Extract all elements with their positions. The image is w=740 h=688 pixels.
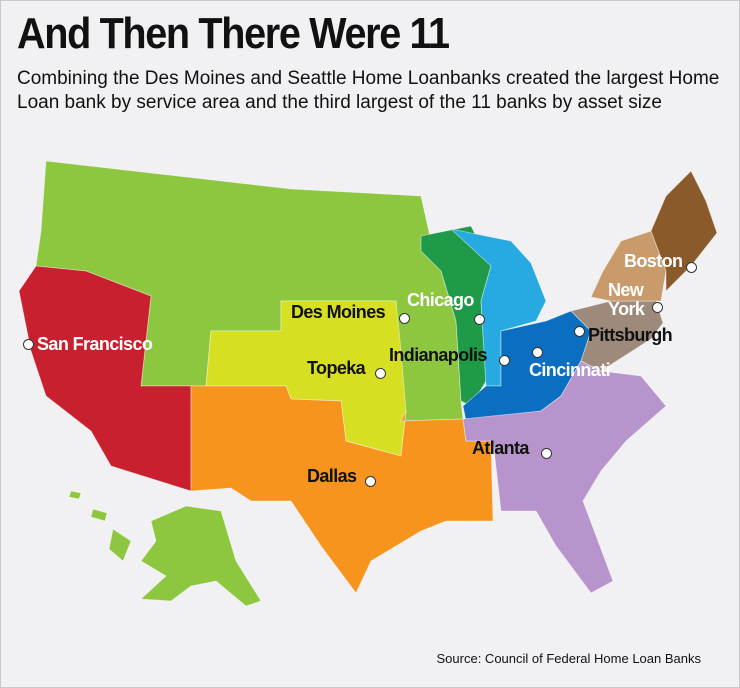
city-label: Cincinnati bbox=[529, 360, 611, 380]
city-label: Atlanta bbox=[472, 438, 529, 458]
city-dot bbox=[399, 313, 410, 324]
city-dot bbox=[686, 262, 697, 273]
city-dot bbox=[499, 355, 510, 366]
city-label: New York bbox=[608, 280, 645, 319]
region-boston bbox=[650, 170, 718, 292]
region-dallas bbox=[190, 385, 494, 594]
region-atlanta bbox=[462, 360, 667, 594]
hawaii bbox=[90, 508, 108, 522]
source: Source: Council of Federal Home Loan Ban… bbox=[436, 651, 701, 666]
alaska bbox=[140, 505, 262, 607]
city-dot bbox=[574, 326, 585, 337]
city-dot bbox=[532, 347, 543, 358]
city-label: San Francisco bbox=[37, 334, 153, 354]
city-label: Indianapolis bbox=[389, 345, 487, 365]
hawaii bbox=[108, 528, 132, 562]
city-label: Topeka bbox=[307, 358, 366, 378]
city-label: Chicago bbox=[407, 290, 474, 310]
city-dot bbox=[23, 339, 34, 350]
city-label: Boston bbox=[624, 251, 683, 271]
hawaii bbox=[68, 490, 82, 500]
title: And Then There Were 11 bbox=[17, 9, 450, 58]
city-dot bbox=[652, 302, 663, 313]
subtitle: Combining the Des Moines and Seattle Hom… bbox=[17, 68, 720, 113]
city-label: Dallas bbox=[307, 466, 357, 486]
city-dot bbox=[365, 476, 376, 487]
city-dot bbox=[541, 448, 552, 459]
city-label: Des Moines bbox=[291, 302, 386, 322]
city-dot bbox=[474, 314, 485, 325]
city-dot bbox=[375, 368, 386, 379]
city-label: Pittsburgh bbox=[588, 325, 673, 345]
